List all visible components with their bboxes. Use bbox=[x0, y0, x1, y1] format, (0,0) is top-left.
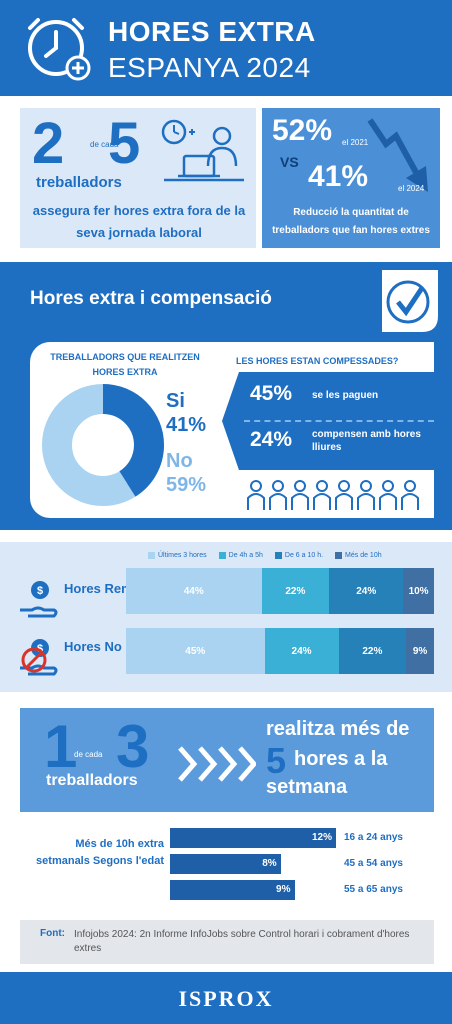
age-bar: 12% bbox=[170, 828, 336, 848]
legend-swatch bbox=[335, 552, 343, 559]
age-label: 45 a 54 anys bbox=[344, 858, 403, 869]
si-percent: 41% bbox=[166, 414, 207, 436]
si-label: Si bbox=[166, 390, 185, 412]
free-text: compensen amb hores lliures bbox=[312, 429, 421, 453]
donut-slice-si bbox=[42, 384, 164, 506]
legend-swatch bbox=[274, 552, 282, 559]
bar-segment: 24% bbox=[329, 568, 404, 614]
stat-number-a: 1 bbox=[44, 713, 78, 780]
paid-text: se les paguen bbox=[312, 390, 379, 401]
chevrons-right-icon bbox=[178, 746, 256, 782]
divider bbox=[244, 420, 434, 422]
legend-label: Últimes 3 hores bbox=[158, 552, 207, 559]
hours-breakdown-section: Últimes 3 hores De 4h a 5h De 6 a 10 h. Més… bbox=[0, 542, 452, 692]
source-box: Font: Infojobs 2024: 2n Informe InfoJobs… bbox=[20, 920, 434, 964]
footer: ISPROX bbox=[0, 972, 452, 1024]
bar-segment: 10% bbox=[403, 568, 434, 614]
chart-legend: Últimes 3 hores De 4h a 5h De 6 a 10 h. Més… bbox=[148, 552, 382, 559]
source-text: Infojobs 2024: 2n Informe InfoJobs sobre… bbox=[74, 929, 410, 954]
paid-percent: 45% bbox=[250, 382, 293, 405]
hours-bar-paid: 44% 22% 24% 10% bbox=[126, 568, 434, 614]
trend-down-arrow-icon bbox=[367, 118, 428, 192]
isprox-logo: ISPROX bbox=[178, 986, 274, 1011]
page-subtitle: ESPANYA 2024 bbox=[108, 52, 311, 83]
bar-segment: 45% bbox=[126, 628, 265, 674]
stat-two-of-five: 2 de cada 5 treballadors assegura fer ho… bbox=[20, 108, 256, 248]
stat-description: assegura fer hores extra fora de la seva… bbox=[32, 203, 246, 240]
hours-bar-unpaid: 45% 24% 22% 9% bbox=[126, 628, 434, 674]
bar-segment: 44% bbox=[126, 568, 262, 614]
compensation-section: Hores extra i compensació TREBALLADORS Q… bbox=[0, 262, 452, 530]
stat-line2: hores a la bbox=[294, 748, 388, 770]
bar-segment: 9% bbox=[406, 628, 434, 674]
label-2021: el 2021 bbox=[342, 138, 369, 147]
source-label: Font: bbox=[40, 928, 65, 939]
donut-question: TREBALLADORS QUE REALITZEN HORES EXTRA bbox=[50, 352, 200, 377]
checkmark-icon bbox=[382, 270, 438, 332]
free-percent: 24% bbox=[250, 428, 293, 451]
label-2024: el 2024 bbox=[398, 184, 425, 193]
bar-segment: 24% bbox=[264, 628, 339, 674]
legend-swatch bbox=[148, 552, 155, 559]
stat-de-cada: de cada bbox=[90, 140, 119, 149]
stat-one-of-three: 1 de cada 3 treballadors realitza més de… bbox=[20, 708, 434, 812]
age-title: Més de 10h extra setmanals Segons l'edat bbox=[36, 838, 164, 867]
stat-number-b: 3 bbox=[116, 713, 150, 780]
worker-laptop-icon bbox=[161, 119, 244, 182]
legend-label: Més de 10h bbox=[345, 552, 382, 559]
vs-label: VS bbox=[280, 154, 299, 170]
bar-segment: 22% bbox=[338, 628, 407, 674]
svg-text:$: $ bbox=[37, 585, 43, 597]
no-label: No bbox=[166, 450, 193, 472]
stat-de-cada: de cada bbox=[74, 750, 103, 759]
stat-five: 5 bbox=[266, 740, 287, 781]
compensation-card: TREBALLADORS QUE REALITZEN HORES EXTRA S… bbox=[30, 342, 434, 518]
pct-2021: 52% bbox=[272, 114, 333, 147]
compensation-question: LES HORES ESTAN COMPESSADES? bbox=[236, 356, 399, 366]
reduction-description: Reducció la quantitat de treballadors qu… bbox=[272, 207, 430, 236]
legend-label: De 6 a 10 h. bbox=[284, 552, 324, 559]
stat-line1: realitza més de bbox=[266, 718, 410, 740]
age-label: 55 a 65 anys bbox=[344, 884, 403, 895]
header: HORES EXTRA ESPANYA 2024 bbox=[0, 0, 452, 96]
paid-hand-icon: $ bbox=[20, 581, 58, 618]
stat-reduction: 52% el 2021 VS 41% el 2024 Reducció la q… bbox=[262, 108, 440, 248]
stat-workers-label: treballadors bbox=[36, 174, 122, 191]
pct-2024: 41% bbox=[308, 160, 369, 193]
donut-chart bbox=[42, 384, 164, 506]
stat-number-b: 5 bbox=[108, 111, 141, 176]
stat-number-a: 2 bbox=[32, 111, 65, 176]
age-bar: 9% bbox=[170, 880, 295, 900]
bar-segment: 22% bbox=[261, 568, 330, 614]
legend-label: De 4h a 5h bbox=[228, 552, 263, 559]
legend-item: Més de 10h bbox=[335, 552, 382, 559]
legend-swatch bbox=[218, 552, 226, 559]
section-title: Hores extra i compensació bbox=[30, 288, 272, 309]
stat-workers-label: treballadors bbox=[46, 772, 138, 789]
clock-plus-icon bbox=[28, 18, 91, 81]
legend-item: De 4h a 5h bbox=[218, 552, 263, 559]
legend-item: Últimes 3 hores bbox=[148, 552, 207, 559]
page-title: HORES EXTRA bbox=[108, 16, 316, 47]
stat-line3: setmana bbox=[266, 776, 348, 798]
unpaid-hand-icon: $ bbox=[20, 639, 58, 676]
legend-item: De 6 a 10 h. bbox=[274, 552, 324, 559]
age-label: 16 a 24 anys bbox=[344, 832, 403, 843]
no-percent: 59% bbox=[166, 474, 207, 496]
svg-text:$: $ bbox=[37, 643, 43, 655]
age-bar: 8% bbox=[170, 854, 281, 874]
people-group-icon bbox=[247, 480, 419, 510]
